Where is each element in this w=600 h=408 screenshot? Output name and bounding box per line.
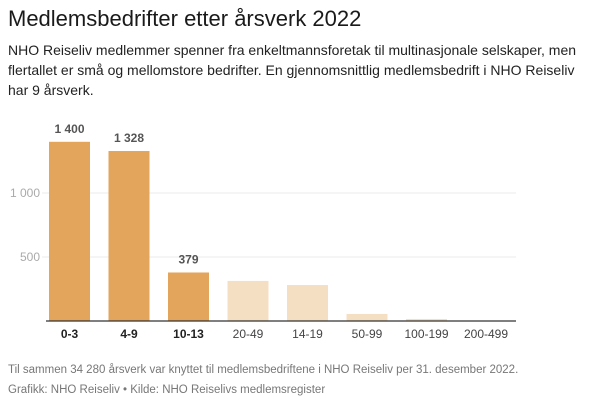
bar-20-49 [227,280,269,321]
bar-100-199 [406,318,447,321]
chart-title: Medlemsbedrifter etter årsverk 2022 [8,6,362,31]
x-tick-label: 20-49 [233,327,264,341]
chart-credit: Grafikk: NHO Reiseliv • Kilde: NHO Reise… [8,384,326,396]
x-tick-label: 200-499 [464,327,508,341]
x-tick-label: 10-13 [173,327,204,341]
x-tick-label: 4-9 [120,327,138,341]
chart-subtitle: NHO Reiseliv medlemmer spenner fra enkel… [8,42,577,98]
chart-note: Til sammen 34 280 årsverk var knyttet ti… [8,364,519,376]
y-tick-label: 500 [20,250,40,264]
bar-chart: 500 1 000 1 400 0-3 1 328 4-9 379 10-13 20-49 14-… [10,122,516,341]
bar-50-99 [346,313,388,321]
x-tick-label: 0-3 [61,327,79,341]
data-label: 1 400 [54,122,84,136]
bar-10-13 [168,272,209,321]
x-tick-label: 50-99 [352,327,383,341]
y-tick-label: 1 000 [10,186,40,200]
bar-0-3 [49,141,90,321]
data-label: 1 328 [114,131,144,145]
x-tick-label: 14-19 [292,327,323,341]
bar-14-19 [287,285,328,321]
x-tick-label: 100-199 [404,327,448,341]
data-label: 379 [178,252,198,266]
bar-4-9 [108,151,150,321]
